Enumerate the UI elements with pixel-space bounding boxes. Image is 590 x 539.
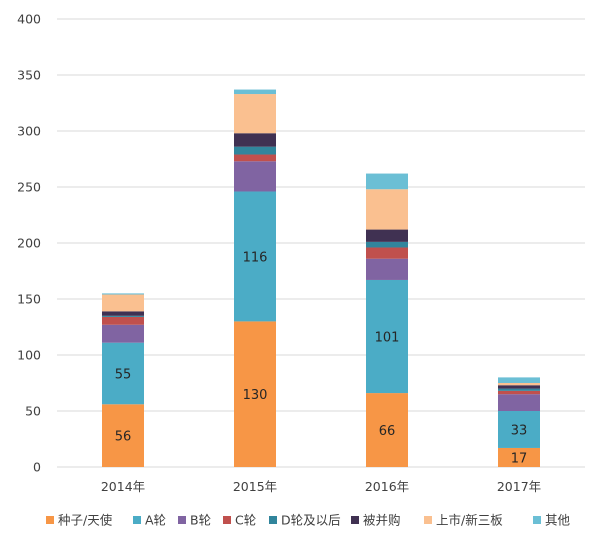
gridlines	[57, 18, 585, 468]
y-tick-label-250: 250	[17, 180, 41, 195]
legend-swatch-4	[269, 516, 277, 524]
bar-segment-0-5	[102, 311, 144, 316]
legend-label-0: 种子/天使	[58, 513, 113, 528]
data-label-0-0: 56	[115, 430, 132, 445]
legend-label-4: D轮及以后	[281, 513, 341, 528]
x-tick-label-1: 2015年	[233, 479, 277, 494]
x-tick-label-3: 2017年	[497, 479, 541, 494]
bar-segment-1-6	[234, 94, 276, 134]
legend-label-7: 其他	[545, 513, 571, 528]
legend-label-1: A轮	[145, 513, 166, 528]
legend-swatch-3	[223, 516, 231, 524]
y-tick-label-200: 200	[17, 236, 41, 251]
data-label-2-0: 66	[379, 424, 396, 439]
y-tick-label-300: 300	[17, 124, 41, 139]
data-labels: 56 55 130 116 66 101 17 33	[115, 250, 528, 466]
bar-segment-1-1	[234, 191, 276, 322]
bar-segment-3-6	[498, 383, 540, 386]
bar-segment-3-1	[498, 411, 540, 448]
x-tick-label-2: 2016年	[365, 479, 409, 494]
legend-swatch-6	[424, 516, 432, 524]
bar-segment-2-2	[366, 258, 408, 280]
bar-segment-3-5	[498, 385, 540, 389]
bar-segment-0-1	[102, 342, 144, 405]
bar-segment-3-0	[498, 447, 540, 467]
bar-segment-2-1	[366, 279, 408, 394]
data-label-3-0: 17	[511, 451, 528, 466]
legend-swatch-7	[533, 516, 541, 524]
legend-swatch-0	[46, 516, 54, 524]
legend-label-2: B轮	[190, 513, 211, 528]
bar-segment-1-0	[234, 321, 276, 467]
bar-segment-3-7	[498, 377, 540, 383]
bar-segment-1-4	[234, 146, 276, 155]
bar-segment-0-4	[102, 315, 144, 317]
y-tick-label-0: 0	[33, 460, 41, 475]
data-label-2-1: 101	[375, 331, 400, 346]
bar-segment-2-5	[366, 229, 408, 242]
bar-segment-1-7	[234, 89, 276, 95]
bar-segment-1-3	[234, 154, 276, 162]
y-tick-label-150: 150	[17, 292, 41, 307]
data-label-1-1: 116	[243, 250, 268, 265]
bar-segment-3-3	[498, 390, 540, 395]
legend-label-3: C轮	[235, 513, 256, 528]
bar-segment-1-5	[234, 133, 276, 147]
bar-segment-2-3	[366, 247, 408, 259]
y-tick-label-50: 50	[25, 404, 41, 419]
bar-segment-1-2	[234, 161, 276, 192]
bars	[102, 89, 540, 467]
data-label-1-0: 130	[243, 388, 268, 403]
x-tick-label-0: 2014年	[101, 479, 145, 494]
bar-segment-2-4	[366, 241, 408, 248]
legend: 种子/天使 A轮 B轮 C轮 D轮及以后 被并购 上市/新三板 其他	[46, 513, 571, 528]
y-tick-label-100: 100	[17, 348, 41, 363]
legend-swatch-5	[351, 516, 359, 524]
bar-segment-2-0	[366, 393, 408, 467]
y-tick-label-350: 350	[17, 68, 41, 83]
x-axis-ticks: 2014年 2015年 2016年 2017年	[101, 479, 541, 494]
legend-label-5: 被并购	[363, 513, 401, 528]
legend-label-6: 上市/新三板	[436, 513, 503, 528]
legend-swatch-2	[178, 516, 186, 524]
bar-segment-0-3	[102, 316, 144, 325]
data-label-0-1: 55	[115, 367, 132, 382]
bar-segment-0-7	[102, 293, 144, 295]
bar-segment-0-0	[102, 404, 144, 467]
bar-segment-2-7	[366, 173, 408, 190]
bar-segment-3-4	[498, 388, 540, 391]
bar-segment-0-6	[102, 294, 144, 312]
bar-segment-0-2	[102, 324, 144, 343]
y-tick-label-400: 400	[17, 12, 41, 27]
data-label-3-1: 33	[511, 423, 528, 438]
y-axis-ticks: 0 50 100 150 200 250 300 350 400	[17, 12, 41, 475]
bar-segment-2-6	[366, 189, 408, 230]
bar-segment-3-2	[498, 394, 540, 411]
legend-swatch-1	[133, 516, 141, 524]
